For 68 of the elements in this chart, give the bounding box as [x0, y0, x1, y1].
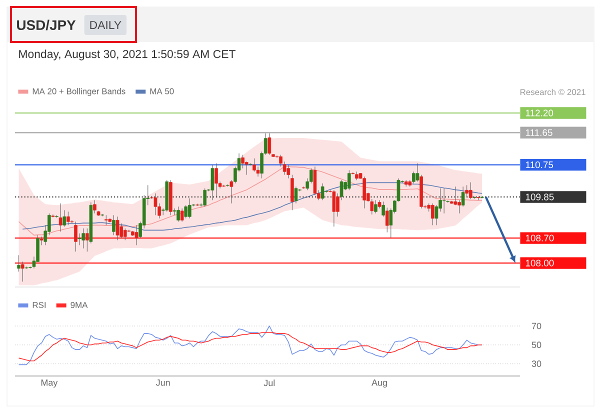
candlestick [351, 172, 355, 175]
ref-line-label: 108.00 [526, 260, 554, 266]
chart-subtitle: Monday, August 30, 2021 1:50:59 AM CET [19, 50, 236, 60]
candlestick [374, 200, 378, 214]
candlestick [332, 190, 336, 227]
legend-label: RSI [32, 302, 46, 308]
legend-label: MA 50 [150, 88, 174, 94]
candlestick [362, 176, 366, 209]
candlestick [214, 163, 218, 197]
legend-label: 9MA [70, 302, 88, 308]
candlestick [86, 228, 89, 252]
text: Research © 2021 [520, 88, 586, 96]
candlestick [112, 214, 116, 236]
candlestick [78, 233, 82, 246]
candlestick [241, 154, 244, 169]
ref-line-label: 112.20 [526, 110, 554, 116]
x-tick-label: May [41, 380, 58, 388]
candlestick [442, 188, 446, 214]
candlestick [313, 166, 317, 196]
candlestick [282, 161, 286, 176]
candlestick [469, 182, 472, 200]
candlestick [17, 254, 20, 272]
legend-label: MA 20 + Bollinger Bands [32, 88, 126, 96]
candlestick [382, 201, 385, 217]
candlestick [290, 174, 294, 210]
y-tick-label: 30 [532, 360, 542, 367]
candlestick [472, 196, 476, 199]
candlestick [230, 180, 234, 204]
candlestick [286, 164, 290, 179]
candlestick [188, 198, 192, 219]
ref-line-label: 108.70 [526, 234, 554, 242]
candlestick [51, 214, 55, 218]
candlestick [58, 203, 62, 232]
ref-line-label: 111.65 [526, 129, 552, 136]
candlestick [123, 228, 127, 240]
x-tick-label: Jul [264, 380, 275, 386]
candlestick [176, 206, 180, 222]
candlestick [104, 214, 108, 226]
candlestick [184, 204, 188, 219]
x-tick-label: Aug [372, 380, 387, 388]
candlestick [180, 208, 184, 222]
x-tick-label: Jun [156, 380, 170, 386]
candlestick [82, 228, 85, 249]
candlestick [66, 211, 70, 226]
candlestick [279, 154, 282, 167]
candlestick [458, 200, 461, 214]
candlestick [348, 170, 351, 190]
candlestick [294, 186, 298, 204]
candlestick [461, 186, 465, 207]
y-tick-label: 50 [532, 342, 542, 348]
y-tick-label: 70 [532, 322, 542, 330]
candlestick [134, 224, 138, 246]
candlestick [320, 183, 324, 200]
candlestick [340, 180, 344, 200]
candlestick [454, 186, 458, 206]
candlestick [20, 261, 24, 282]
candlestick [203, 188, 206, 207]
ref-line-label: 110.75 [526, 161, 554, 168]
text: DAILY [90, 21, 122, 29]
candlestick [244, 161, 248, 176]
candlestick [154, 193, 158, 216]
ref-line-label: 109.85 [526, 194, 554, 200]
candlestick [74, 221, 78, 252]
candlestick [431, 203, 434, 226]
chart-title: USD/JPY [17, 20, 76, 30]
candlestick [210, 164, 214, 200]
candlestick [268, 133, 272, 156]
candlestick [116, 216, 120, 240]
